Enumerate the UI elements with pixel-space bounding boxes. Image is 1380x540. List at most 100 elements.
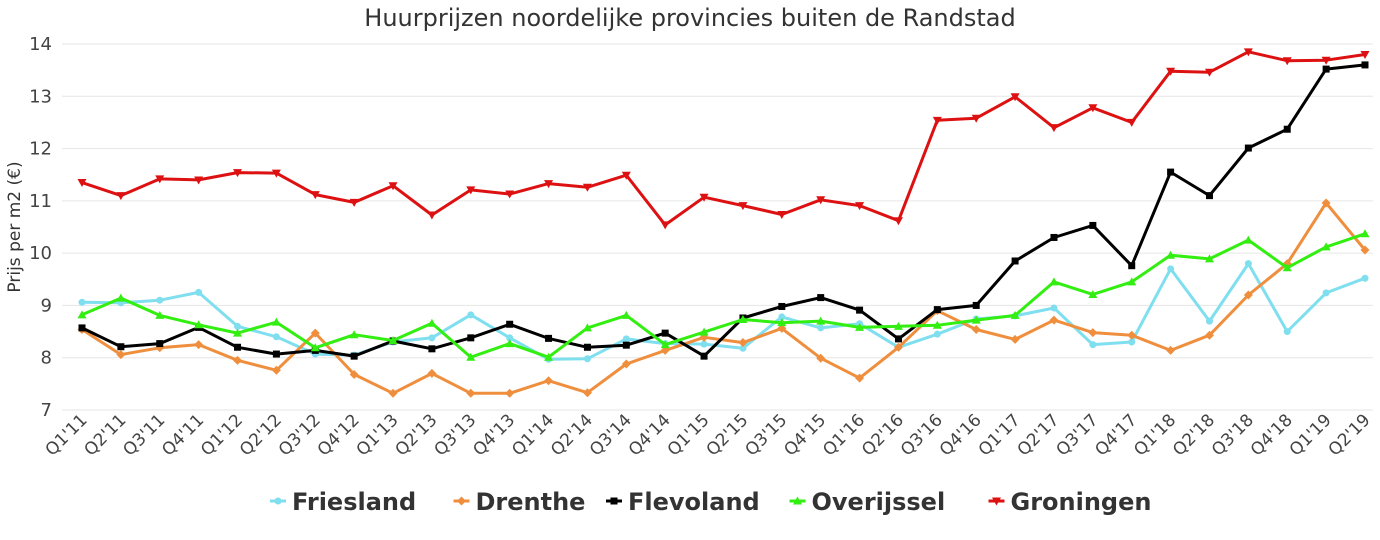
data-point[interactable] [855,373,865,383]
data-point[interactable] [467,311,475,319]
legend-item-overijssel[interactable]: Overijssel [789,488,946,516]
data-point[interactable] [1167,265,1175,273]
data-point[interactable] [738,315,748,324]
data-point[interactable] [466,352,476,361]
data-point[interactable] [271,169,281,178]
data-point[interactable] [116,293,126,302]
data-point[interactable] [893,342,903,352]
data-point[interactable] [699,327,709,336]
data-point[interactable] [855,322,865,331]
data-point[interactable] [1167,168,1175,176]
data-point[interactable] [1283,125,1291,133]
data-point[interactable] [349,330,359,339]
data-point[interactable] [816,316,826,325]
series-line[interactable] [81,232,1366,359]
data-point[interactable] [1283,328,1291,336]
data-point[interactable] [467,334,475,342]
data-point[interactable] [1321,242,1331,251]
data-point[interactable] [77,310,87,319]
data-point[interactable] [621,310,631,319]
data-point[interactable] [1166,345,1176,355]
data-point[interactable] [233,355,243,365]
data-point[interactable] [1204,330,1214,340]
data-point[interactable] [816,196,826,205]
series-line[interactable] [81,50,1366,227]
data-point[interactable] [428,334,436,342]
data-point[interactable] [1128,338,1136,346]
data-point[interactable] [1361,61,1369,69]
data-point[interactable] [1128,262,1136,270]
data-point[interactable] [156,340,164,348]
data-point[interactable] [778,313,786,321]
data-point[interactable] [1050,233,1058,241]
data-point[interactable] [1089,221,1097,229]
data-point[interactable] [817,294,825,302]
data-point[interactable] [739,344,747,352]
data-point[interactable] [545,334,553,342]
data-point[interactable] [1244,144,1252,152]
data-point[interactable] [427,211,437,220]
data-point[interactable] [971,324,981,334]
data-point[interactable] [388,388,398,398]
data-point[interactable] [1243,235,1253,244]
data-point[interactable] [1243,48,1253,57]
data-point[interactable] [817,324,825,332]
data-point[interactable] [310,191,320,200]
data-point[interactable] [1088,104,1098,113]
data-point[interactable] [700,340,708,348]
data-point[interactable] [1049,277,1059,286]
data-point[interactable] [506,334,514,342]
data-point[interactable] [583,343,591,351]
series-line[interactable] [81,63,1366,358]
data-point[interactable] [77,179,87,188]
data-point[interactable] [1205,317,1213,325]
data-point[interactable] [1360,229,1370,238]
data-point[interactable] [621,359,631,369]
data-point[interactable] [777,318,787,327]
data-point[interactable] [1282,57,1292,66]
data-point[interactable] [350,352,358,360]
data-point[interactable] [621,171,631,180]
data-point[interactable] [1321,56,1331,65]
data-point[interactable] [78,324,86,332]
data-point[interactable] [195,288,203,296]
data-point[interactable] [1205,192,1213,200]
data-point[interactable] [388,182,398,191]
data-point[interactable] [932,116,942,125]
data-point[interactable] [1204,254,1214,263]
data-point[interactable] [933,330,941,338]
data-point[interactable] [505,388,515,398]
data-point[interactable] [1166,250,1176,259]
data-point[interactable] [660,221,670,230]
data-point[interactable] [78,298,86,306]
data-point[interactable] [1011,257,1019,265]
data-point[interactable] [155,310,165,319]
data-point[interactable] [971,315,981,324]
data-point[interactable] [505,190,515,199]
data-point[interactable] [271,365,281,375]
data-point[interactable] [116,350,126,360]
data-point[interactable] [777,323,787,333]
data-point[interactable] [660,345,670,355]
legend-item-friesland[interactable]: Friesland [270,488,416,516]
data-point[interactable] [582,323,592,332]
data-point[interactable] [855,202,865,211]
data-point[interactable] [272,350,280,358]
data-point[interactable] [1089,341,1097,349]
data-point[interactable] [893,217,903,226]
data-point[interactable] [1049,315,1059,325]
data-point[interactable] [1322,289,1330,297]
data-point[interactable] [1049,124,1059,133]
data-point[interactable] [310,343,320,352]
data-point[interactable] [1244,260,1252,268]
data-point[interactable] [1360,50,1370,59]
data-point[interactable] [699,193,709,202]
data-point[interactable] [466,388,476,398]
data-point[interactable] [466,186,476,195]
data-point[interactable] [894,335,902,343]
data-point[interactable] [1282,263,1292,272]
data-point[interactable] [816,353,826,363]
data-point[interactable] [349,198,359,207]
data-point[interactable] [583,355,591,363]
data-point[interactable] [777,210,787,219]
